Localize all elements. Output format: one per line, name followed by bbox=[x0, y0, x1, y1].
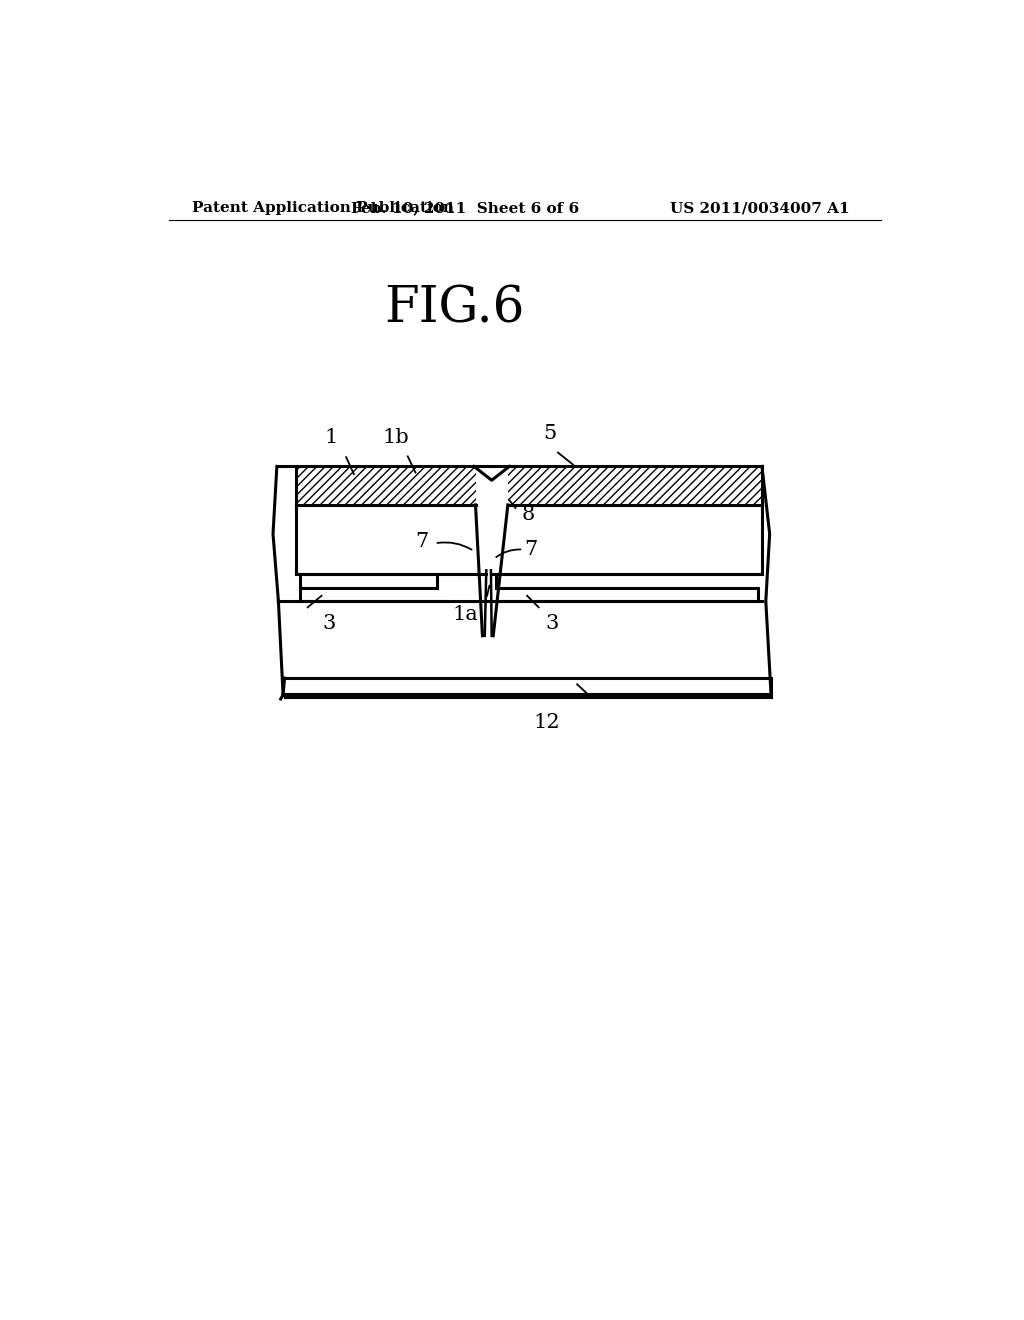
Text: Patent Application Publication: Patent Application Publication bbox=[193, 202, 455, 215]
Text: 1b: 1b bbox=[383, 428, 410, 447]
Text: US 2011/0034007 A1: US 2011/0034007 A1 bbox=[670, 202, 849, 215]
Bar bbox=[296, 466, 475, 506]
Text: 5: 5 bbox=[544, 424, 557, 444]
Text: 12: 12 bbox=[534, 713, 560, 731]
Text: 7: 7 bbox=[415, 532, 428, 552]
Text: Feb. 10, 2011  Sheet 6 of 6: Feb. 10, 2011 Sheet 6 of 6 bbox=[351, 202, 580, 215]
Text: 1: 1 bbox=[324, 428, 338, 447]
Bar bbox=[508, 466, 762, 506]
Text: 8: 8 bbox=[521, 504, 535, 524]
Text: 3: 3 bbox=[546, 614, 559, 634]
Text: FIG.6: FIG.6 bbox=[384, 284, 524, 333]
Text: 3: 3 bbox=[323, 614, 336, 634]
Text: 7: 7 bbox=[524, 540, 538, 560]
Text: 1a: 1a bbox=[453, 605, 478, 624]
